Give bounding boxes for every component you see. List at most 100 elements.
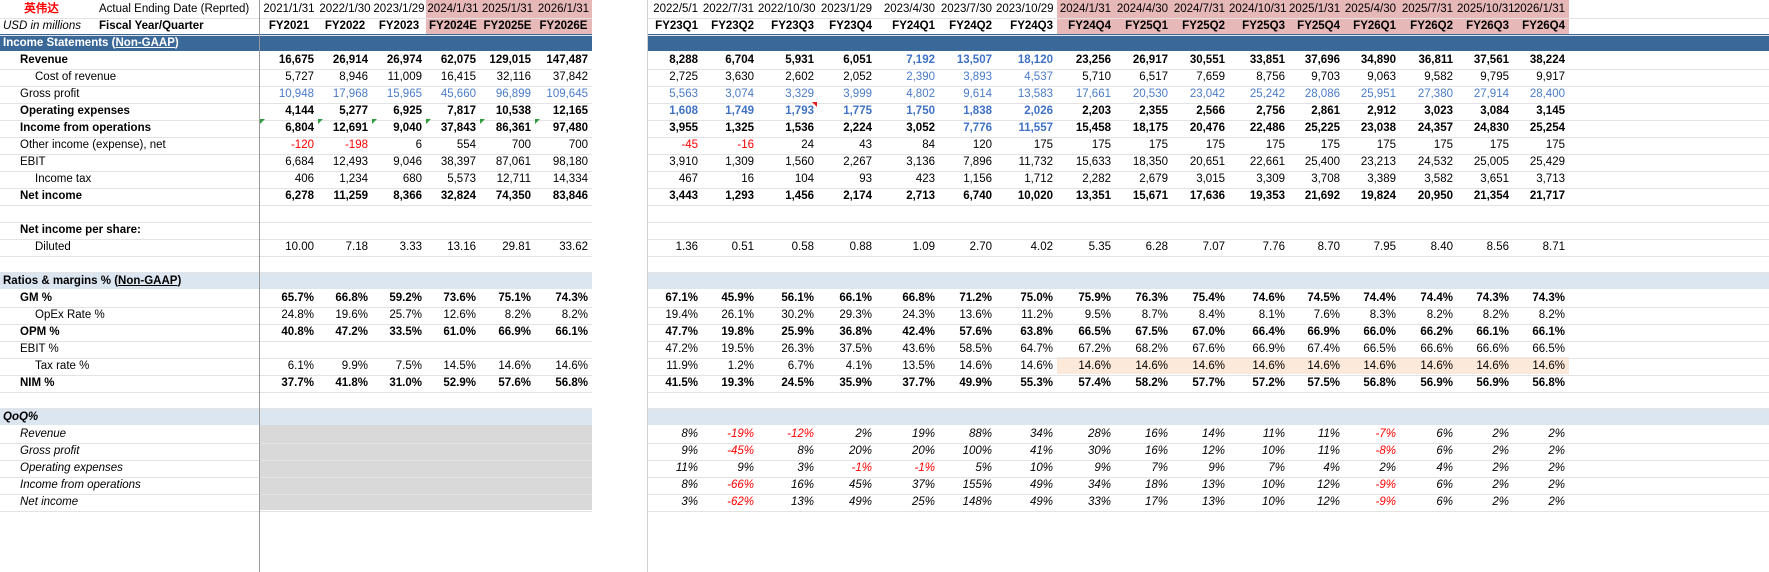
quarter-value-cell[interactable]: 24,357 xyxy=(1417,122,1453,134)
quarter-qoq-cell[interactable]: 155% xyxy=(962,479,992,491)
quarter-value-cell[interactable]: 2,566 xyxy=(1196,105,1225,117)
quarter-value-cell[interactable]: 28,086 xyxy=(1304,88,1340,100)
annual-ratio-cell[interactable]: 40.8% xyxy=(281,326,314,338)
annual-eps-cell[interactable]: 10.00 xyxy=(285,241,314,253)
quarter-date-cell[interactable]: 2024/10/31 xyxy=(1229,3,1287,15)
quarter-qoq-cell[interactable]: 8% xyxy=(681,428,698,440)
quarter-value-cell[interactable]: 7,659 xyxy=(1196,71,1225,83)
annual-value-cell[interactable]: 26,974 xyxy=(386,54,422,66)
quarter-ratio-cell[interactable]: 14.6% xyxy=(1363,360,1396,372)
quarter-value-cell[interactable]: 6,704 xyxy=(725,54,754,66)
quarter-qoq-cell[interactable]: 8% xyxy=(681,479,698,491)
annual-value-cell[interactable]: 11,009 xyxy=(387,71,422,83)
quarter-qoq-cell[interactable]: 28% xyxy=(1087,428,1111,440)
quarter-date-cell[interactable]: 2025/10/31 xyxy=(1457,3,1515,15)
annual-value-cell[interactable]: 97,480 xyxy=(552,122,588,134)
quarter-value-cell[interactable]: 9,917 xyxy=(1536,71,1565,83)
quarter-value-cell[interactable]: 20,651 xyxy=(1189,156,1225,168)
annual-value-cell[interactable]: 5,573 xyxy=(447,173,476,185)
quarter-qoq-cell[interactable]: 11% xyxy=(1317,445,1340,457)
quarter-value-cell[interactable]: 2,725 xyxy=(669,71,698,83)
quarter-ratio-cell[interactable]: 14.6% xyxy=(1476,360,1509,372)
quarter-ratio-cell[interactable]: 66.6% xyxy=(1420,343,1453,355)
annual-value-cell[interactable]: 12,711 xyxy=(496,173,531,185)
quarter-value-cell[interactable]: 84 xyxy=(922,139,935,151)
quarter-eps-cell[interactable]: 1.09 xyxy=(912,241,935,253)
quarter-value-cell[interactable]: -16 xyxy=(737,139,754,151)
annual-value-cell[interactable]: 87,061 xyxy=(495,156,531,168)
quarter-ratio-cell[interactable]: 30.2% xyxy=(781,309,814,321)
quarter-ratio-cell[interactable]: 8.7% xyxy=(1141,309,1168,321)
quarter-qoq-cell[interactable]: 19% xyxy=(911,428,935,440)
income-row-label[interactable]: Gross profit xyxy=(20,88,80,100)
quarter-ratio-cell[interactable]: 57.5% xyxy=(1307,377,1340,389)
quarter-qoq-cell[interactable]: 10% xyxy=(1029,462,1053,474)
ratio-row-label[interactable]: NIM % xyxy=(20,377,55,389)
annual-value-cell[interactable]: 6,925 xyxy=(393,105,422,117)
qoq-row-label[interactable]: Gross profit xyxy=(20,445,80,457)
quarter-value-cell[interactable]: 3,893 xyxy=(963,71,992,83)
quarter-qoq-cell[interactable]: 41% xyxy=(1029,445,1053,457)
quarter-ratio-cell[interactable]: 56.8% xyxy=(1363,377,1396,389)
quarter-ratio-cell[interactable]: 9.5% xyxy=(1084,309,1111,321)
quarter-value-cell[interactable]: 23,256 xyxy=(1075,54,1111,66)
quarter-period-cell[interactable]: FY25Q2 xyxy=(1182,20,1225,32)
quarter-qoq-cell[interactable]: 6% xyxy=(1436,428,1453,440)
quarter-ratio-cell[interactable]: 63.8% xyxy=(1020,326,1053,338)
annual-date-cell[interactable]: 2023/1/29 xyxy=(373,3,425,15)
quarter-qoq-cell[interactable]: 12% xyxy=(1316,496,1340,508)
quarter-qoq-cell[interactable]: -19% xyxy=(727,428,754,440)
quarter-value-cell[interactable]: 3,136 xyxy=(906,156,935,168)
quarter-qoq-cell[interactable]: 49% xyxy=(848,496,872,508)
quarter-value-cell[interactable]: -45 xyxy=(681,139,698,151)
quarter-value-cell[interactable]: 30,551 xyxy=(1189,54,1225,66)
annual-value-cell[interactable]: 32,824 xyxy=(440,190,476,202)
quarter-value-cell[interactable]: 5,710 xyxy=(1082,71,1111,83)
quarter-value-cell[interactable]: 24 xyxy=(801,139,814,151)
annual-ratio-cell[interactable]: 73.6% xyxy=(443,292,476,304)
quarter-value-cell[interactable]: 1,456 xyxy=(785,190,814,202)
fiscal-period-label[interactable]: Fiscal Year/Quarter xyxy=(99,20,204,32)
quarter-qoq-cell[interactable]: -8% xyxy=(1375,445,1396,457)
quarter-ratio-cell[interactable]: 36.8% xyxy=(839,326,872,338)
quarter-period-cell[interactable]: FY26Q3 xyxy=(1466,20,1509,32)
quarter-qoq-cell[interactable]: 30% xyxy=(1087,445,1111,457)
quarter-value-cell[interactable]: 18,175 xyxy=(1132,122,1168,134)
annual-ratio-cell[interactable]: 14.5% xyxy=(443,360,476,372)
quarter-value-cell[interactable]: 9,582 xyxy=(1424,71,1453,83)
annual-ratio-cell[interactable]: 66.8% xyxy=(335,292,368,304)
quarter-value-cell[interactable]: 1,325 xyxy=(725,122,754,134)
quarter-qoq-cell[interactable]: 11% xyxy=(1317,428,1340,440)
annual-value-cell[interactable]: 680 xyxy=(402,173,422,185)
quarter-ratio-cell[interactable]: 66.5% xyxy=(1078,326,1111,338)
quarter-qoq-cell[interactable]: 9% xyxy=(1208,462,1225,474)
quarter-qoq-cell[interactable]: 2% xyxy=(1379,462,1396,474)
annual-value-cell[interactable]: -198 xyxy=(344,139,368,151)
quarter-qoq-cell[interactable]: 5% xyxy=(975,462,992,474)
quarter-period-cell[interactable]: FY23Q4 xyxy=(829,20,872,32)
quarter-eps-cell[interactable]: 7.95 xyxy=(1373,241,1396,253)
quarter-date-cell[interactable]: 2022/7/31 xyxy=(702,3,754,15)
quarter-date-cell[interactable]: 2024/1/31 xyxy=(1059,3,1111,15)
annual-ratio-cell[interactable]: 75.1% xyxy=(498,292,531,304)
quarter-ratio-cell[interactable]: 19.8% xyxy=(721,326,754,338)
annual-ratio-cell[interactable]: 14.6% xyxy=(498,360,531,372)
quarter-value-cell[interactable]: 2,267 xyxy=(843,156,872,168)
quarter-ratio-cell[interactable]: 8.3% xyxy=(1369,309,1396,321)
annual-ratio-cell[interactable]: 25.7% xyxy=(389,309,422,321)
quarter-qoq-cell[interactable]: 3% xyxy=(681,496,698,508)
quarter-ratio-cell[interactable]: 24.5% xyxy=(781,377,814,389)
eps-diluted-label[interactable]: Diluted xyxy=(35,241,71,253)
quarter-period-cell[interactable]: FY25Q3 xyxy=(1242,20,1285,32)
annual-value-cell[interactable]: 7,817 xyxy=(447,105,476,117)
quarter-value-cell[interactable]: 13,507 xyxy=(956,54,992,66)
quarter-ratio-cell[interactable]: 35.9% xyxy=(839,377,872,389)
annual-ratio-cell[interactable]: 24.8% xyxy=(281,309,314,321)
quarter-qoq-cell[interactable]: -1% xyxy=(851,462,872,474)
annual-ratio-cell[interactable]: 57.6% xyxy=(498,377,531,389)
annual-ratio-cell[interactable]: 14.6% xyxy=(555,360,588,372)
annual-period-cell[interactable]: FY2021 xyxy=(268,20,310,32)
quarter-value-cell[interactable]: 175 xyxy=(1205,139,1225,151)
annual-ratio-cell[interactable]: 19.6% xyxy=(335,309,368,321)
quarter-value-cell[interactable]: 2,224 xyxy=(843,122,872,134)
